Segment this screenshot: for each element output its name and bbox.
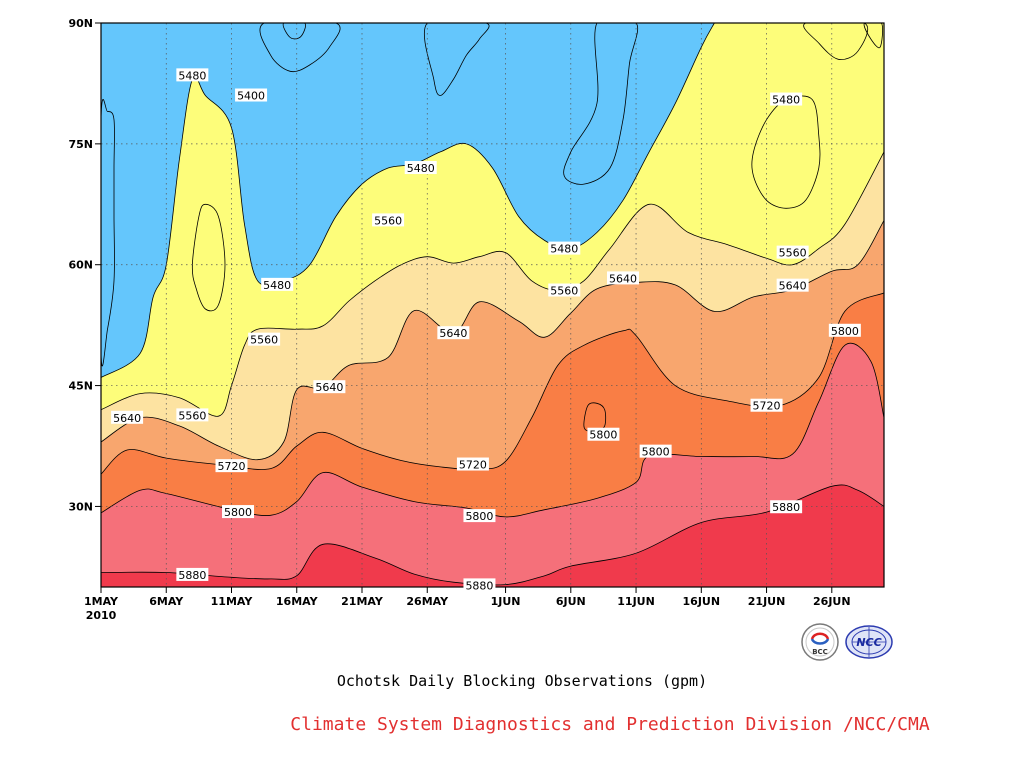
contour-label: 5560 xyxy=(776,245,809,260)
svg-text:5400: 5400 xyxy=(237,90,265,103)
contour-label: 5480 xyxy=(176,68,209,82)
svg-text:5560: 5560 xyxy=(550,284,578,297)
contour-region-0 xyxy=(101,99,115,367)
x-tick-label: 16MAY xyxy=(276,595,319,608)
svg-text:NCC: NCC xyxy=(856,636,881,649)
contour-label: 5480 xyxy=(770,92,803,107)
x-tick-label: 1JUN xyxy=(491,595,521,608)
contour-label: 5400 xyxy=(235,88,268,103)
bcc-logo: BCC xyxy=(801,623,839,661)
contour-label: 5480 xyxy=(261,277,294,292)
contour-region-4 xyxy=(563,23,639,185)
x-tick-label: 16JUN xyxy=(683,595,721,608)
y-axis-ticks: 30N 45N 60N 75N 90N xyxy=(68,17,101,513)
svg-text:5800: 5800 xyxy=(224,506,252,519)
x-tick-label: 21JUN xyxy=(748,595,786,608)
svg-text:5800: 5800 xyxy=(589,429,617,442)
svg-text:5800: 5800 xyxy=(642,446,670,459)
svg-text:5560: 5560 xyxy=(779,247,807,260)
svg-text:5640: 5640 xyxy=(315,381,343,394)
svg-text:5640: 5640 xyxy=(779,280,807,293)
contour-line-5480 xyxy=(101,23,715,378)
x-tick-label: 6JUN xyxy=(556,595,586,608)
contour-label: 5640 xyxy=(776,278,809,293)
svg-text:5880: 5880 xyxy=(465,579,493,592)
y-tick-label: 30N xyxy=(68,500,93,513)
contour-region-5 xyxy=(751,95,821,209)
contour-label: 5720 xyxy=(215,459,248,473)
svg-text:5640: 5640 xyxy=(113,412,141,425)
svg-text:5560: 5560 xyxy=(250,334,278,347)
contour-label: 5560 xyxy=(548,283,581,297)
contour-label: 5480 xyxy=(548,241,581,256)
x-tick-label: 21MAY xyxy=(341,595,384,608)
x-tick-label: 6MAY xyxy=(149,595,184,608)
contour-label: 5560 xyxy=(372,213,405,227)
contour-label: 5640 xyxy=(111,410,144,425)
svg-text:5800: 5800 xyxy=(831,325,859,338)
contour-region-3 xyxy=(423,23,490,96)
contour-fills xyxy=(101,23,884,587)
contour-label: 5640 xyxy=(313,380,346,394)
contour-label: 5880 xyxy=(176,567,209,582)
x-tick-label: 26MAY xyxy=(406,595,449,608)
contour-region-6 xyxy=(803,23,869,60)
band-above-5880 xyxy=(101,484,884,587)
contour-label: 5480 xyxy=(404,161,437,175)
svg-text:5800: 5800 xyxy=(465,510,493,523)
credit-line: Climate System Diagnostics and Predictio… xyxy=(290,714,930,735)
contour-label: 5560 xyxy=(248,332,281,347)
x-tick-label: 11JUN xyxy=(617,595,655,608)
contour-label: 5560 xyxy=(176,408,209,422)
svg-text:5720: 5720 xyxy=(218,460,246,473)
chart-title: Ochotsk Daily Blocking Observations (gpm… xyxy=(336,672,708,690)
year-label: 2010 xyxy=(86,609,117,622)
x-tick-label: 26JUN xyxy=(813,595,851,608)
contour-region-8 xyxy=(191,203,226,312)
contour-label: 5800 xyxy=(639,444,672,459)
svg-text:5640: 5640 xyxy=(609,272,637,285)
contour-label: 5720 xyxy=(750,398,783,413)
contour-label: 5880 xyxy=(463,578,496,592)
y-tick-label: 60N xyxy=(68,259,93,272)
contour-line-5720 xyxy=(101,292,884,475)
contour-labels: 5480 5400 5480 5480 5560 5480 5480 5560 5640 5560… xyxy=(111,68,861,592)
x-axis-ticks: 1MAY 6MAY 11MAY 16MAY 21MAY 26MAY 1JUN 6JUN 11JU… xyxy=(84,587,851,608)
svg-text:5720: 5720 xyxy=(459,459,487,472)
contour-region-7 xyxy=(863,23,883,49)
contour-label: 5640 xyxy=(607,271,639,285)
svg-text:5720: 5720 xyxy=(753,400,781,413)
contour-label: 5800 xyxy=(587,427,620,442)
svg-text:5480: 5480 xyxy=(263,279,291,292)
svg-text:5480: 5480 xyxy=(178,69,206,82)
svg-text:5880: 5880 xyxy=(178,569,206,582)
band-above-5800 xyxy=(101,343,884,587)
y-tick-label: 90N xyxy=(68,17,93,30)
svg-text:BCC: BCC xyxy=(812,648,828,656)
x-tick-label: 1MAY xyxy=(84,595,119,608)
svg-text:5640: 5640 xyxy=(439,327,467,340)
x-tick-label: 11MAY xyxy=(211,595,254,608)
svg-text:5560: 5560 xyxy=(178,409,206,422)
contour-label: 5720 xyxy=(456,457,489,472)
contour-label: 5800 xyxy=(463,509,496,523)
contour-label: 5800 xyxy=(222,505,255,519)
svg-text:5880: 5880 xyxy=(772,501,800,514)
contour-label: 5800 xyxy=(828,323,861,338)
svg-text:5480: 5480 xyxy=(550,243,578,256)
y-tick-label: 75N xyxy=(68,138,93,151)
contour-label: 5880 xyxy=(770,500,803,514)
svg-text:5480: 5480 xyxy=(407,162,435,175)
contour-line-5560 xyxy=(101,151,884,417)
contour-chart: 5480 5400 5480 5480 5560 5480 5480 5560 5640 5560… xyxy=(68,17,885,622)
y-tick-label: 45N xyxy=(68,380,93,393)
ncc-logo: NCC xyxy=(845,625,893,659)
svg-text:5480: 5480 xyxy=(772,94,800,107)
svg-text:5560: 5560 xyxy=(374,214,402,227)
contour-region-2 xyxy=(282,23,306,40)
contour-line-5640 xyxy=(101,220,884,461)
contour-label: 5640 xyxy=(437,326,470,340)
contour-region-1 xyxy=(259,23,341,73)
